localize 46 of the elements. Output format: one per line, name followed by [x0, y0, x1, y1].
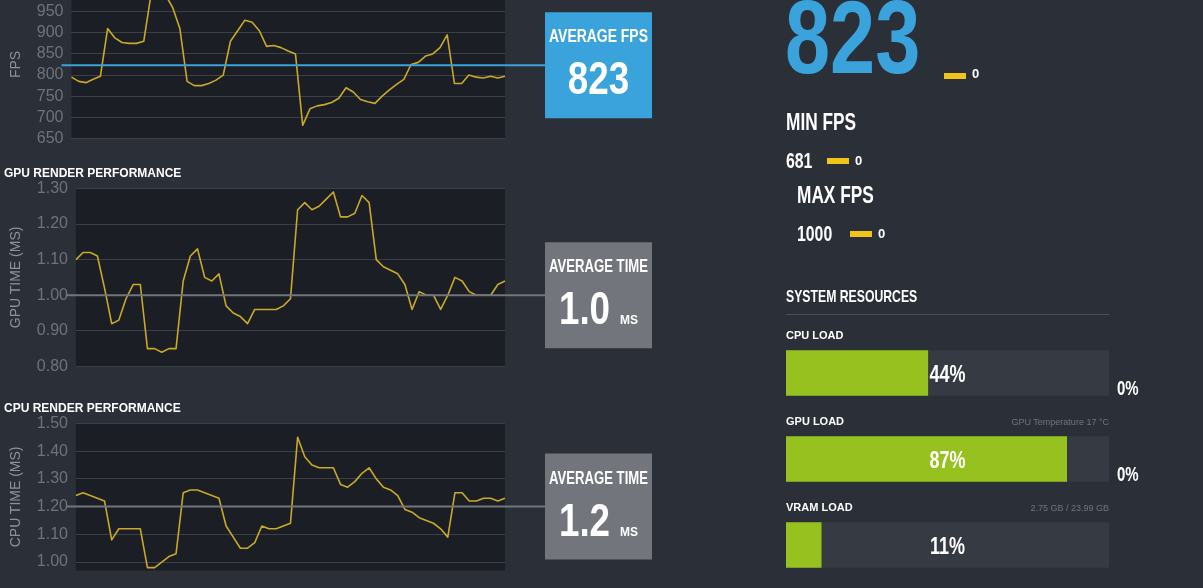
text: 681 — [786, 148, 813, 174]
y-tick-label: 850 — [36, 44, 64, 62]
text: 0% — [1117, 463, 1139, 486]
y-tick-label: 1.50 — [36, 413, 69, 431]
annotation: 2.75 GB / 23.99 GB — [1030, 503, 1109, 514]
text: 0 — [972, 66, 980, 81]
y-tick-label: 1.10 — [36, 524, 69, 542]
annotation: SYSTEM RESOURCES — [786, 287, 918, 307]
text: 0 — [878, 226, 886, 241]
y-axis-title: GPU TIME (MS) — [7, 226, 24, 329]
y-axis-title: FPS — [7, 50, 24, 79]
chart-title: GPU RENDER PERFORMANCE — [4, 165, 182, 180]
y-tick-label: 1.00 — [36, 285, 69, 303]
y-tick-label: 0.90 — [36, 321, 69, 339]
y-tick-label: 650 — [36, 128, 64, 146]
ref-line-label: AVERAGE TIME 1.0 MS — [549, 256, 648, 335]
y-tick-label: 1.30 — [36, 178, 69, 196]
text: 0% — [1117, 377, 1139, 400]
y-tick-label: 1.20 — [36, 497, 69, 515]
data-label: 44% — [929, 360, 966, 387]
y-tick-label: GPU LOAD — [786, 414, 845, 427]
data-label: 11% — [929, 532, 966, 559]
text: 0 — [855, 153, 863, 168]
text: MIN FPS — [786, 108, 857, 136]
y-tick-label: 1.20 — [36, 214, 69, 232]
y-tick-label: 1.30 — [36, 469, 69, 487]
ref-line-label: AVERAGE FPS 823 — [549, 25, 649, 105]
chart-title: CPU RENDER PERFORMANCE — [4, 400, 181, 415]
y-tick-label: 1.00 — [36, 552, 69, 570]
ref-line-label: AVERAGE TIME 1.2 MS — [549, 467, 648, 546]
text: 1000 — [797, 221, 833, 247]
text: MAX FPS — [797, 181, 874, 209]
y-tick-label: 800 — [36, 65, 64, 83]
y-tick-label: 700 — [36, 107, 64, 125]
y-tick-label: 1.40 — [36, 441, 69, 459]
y-tick-label: VRAM LOAD — [786, 500, 853, 513]
y-tick-label: 950 — [36, 2, 64, 20]
y-tick-label: 1.10 — [36, 250, 69, 268]
y-tick-label: 0.80 — [36, 356, 69, 374]
data-label: 87% — [929, 446, 966, 473]
y-tick-label: 750 — [36, 86, 64, 104]
y-tick-label: CPU LOAD — [786, 328, 844, 341]
y-axis-title: CPU TIME (MS) — [7, 446, 24, 548]
text: 823 — [785, 0, 921, 97]
y-tick-label: 900 — [36, 23, 64, 41]
annotation: GPU Temperature 17 °C — [1011, 417, 1110, 428]
